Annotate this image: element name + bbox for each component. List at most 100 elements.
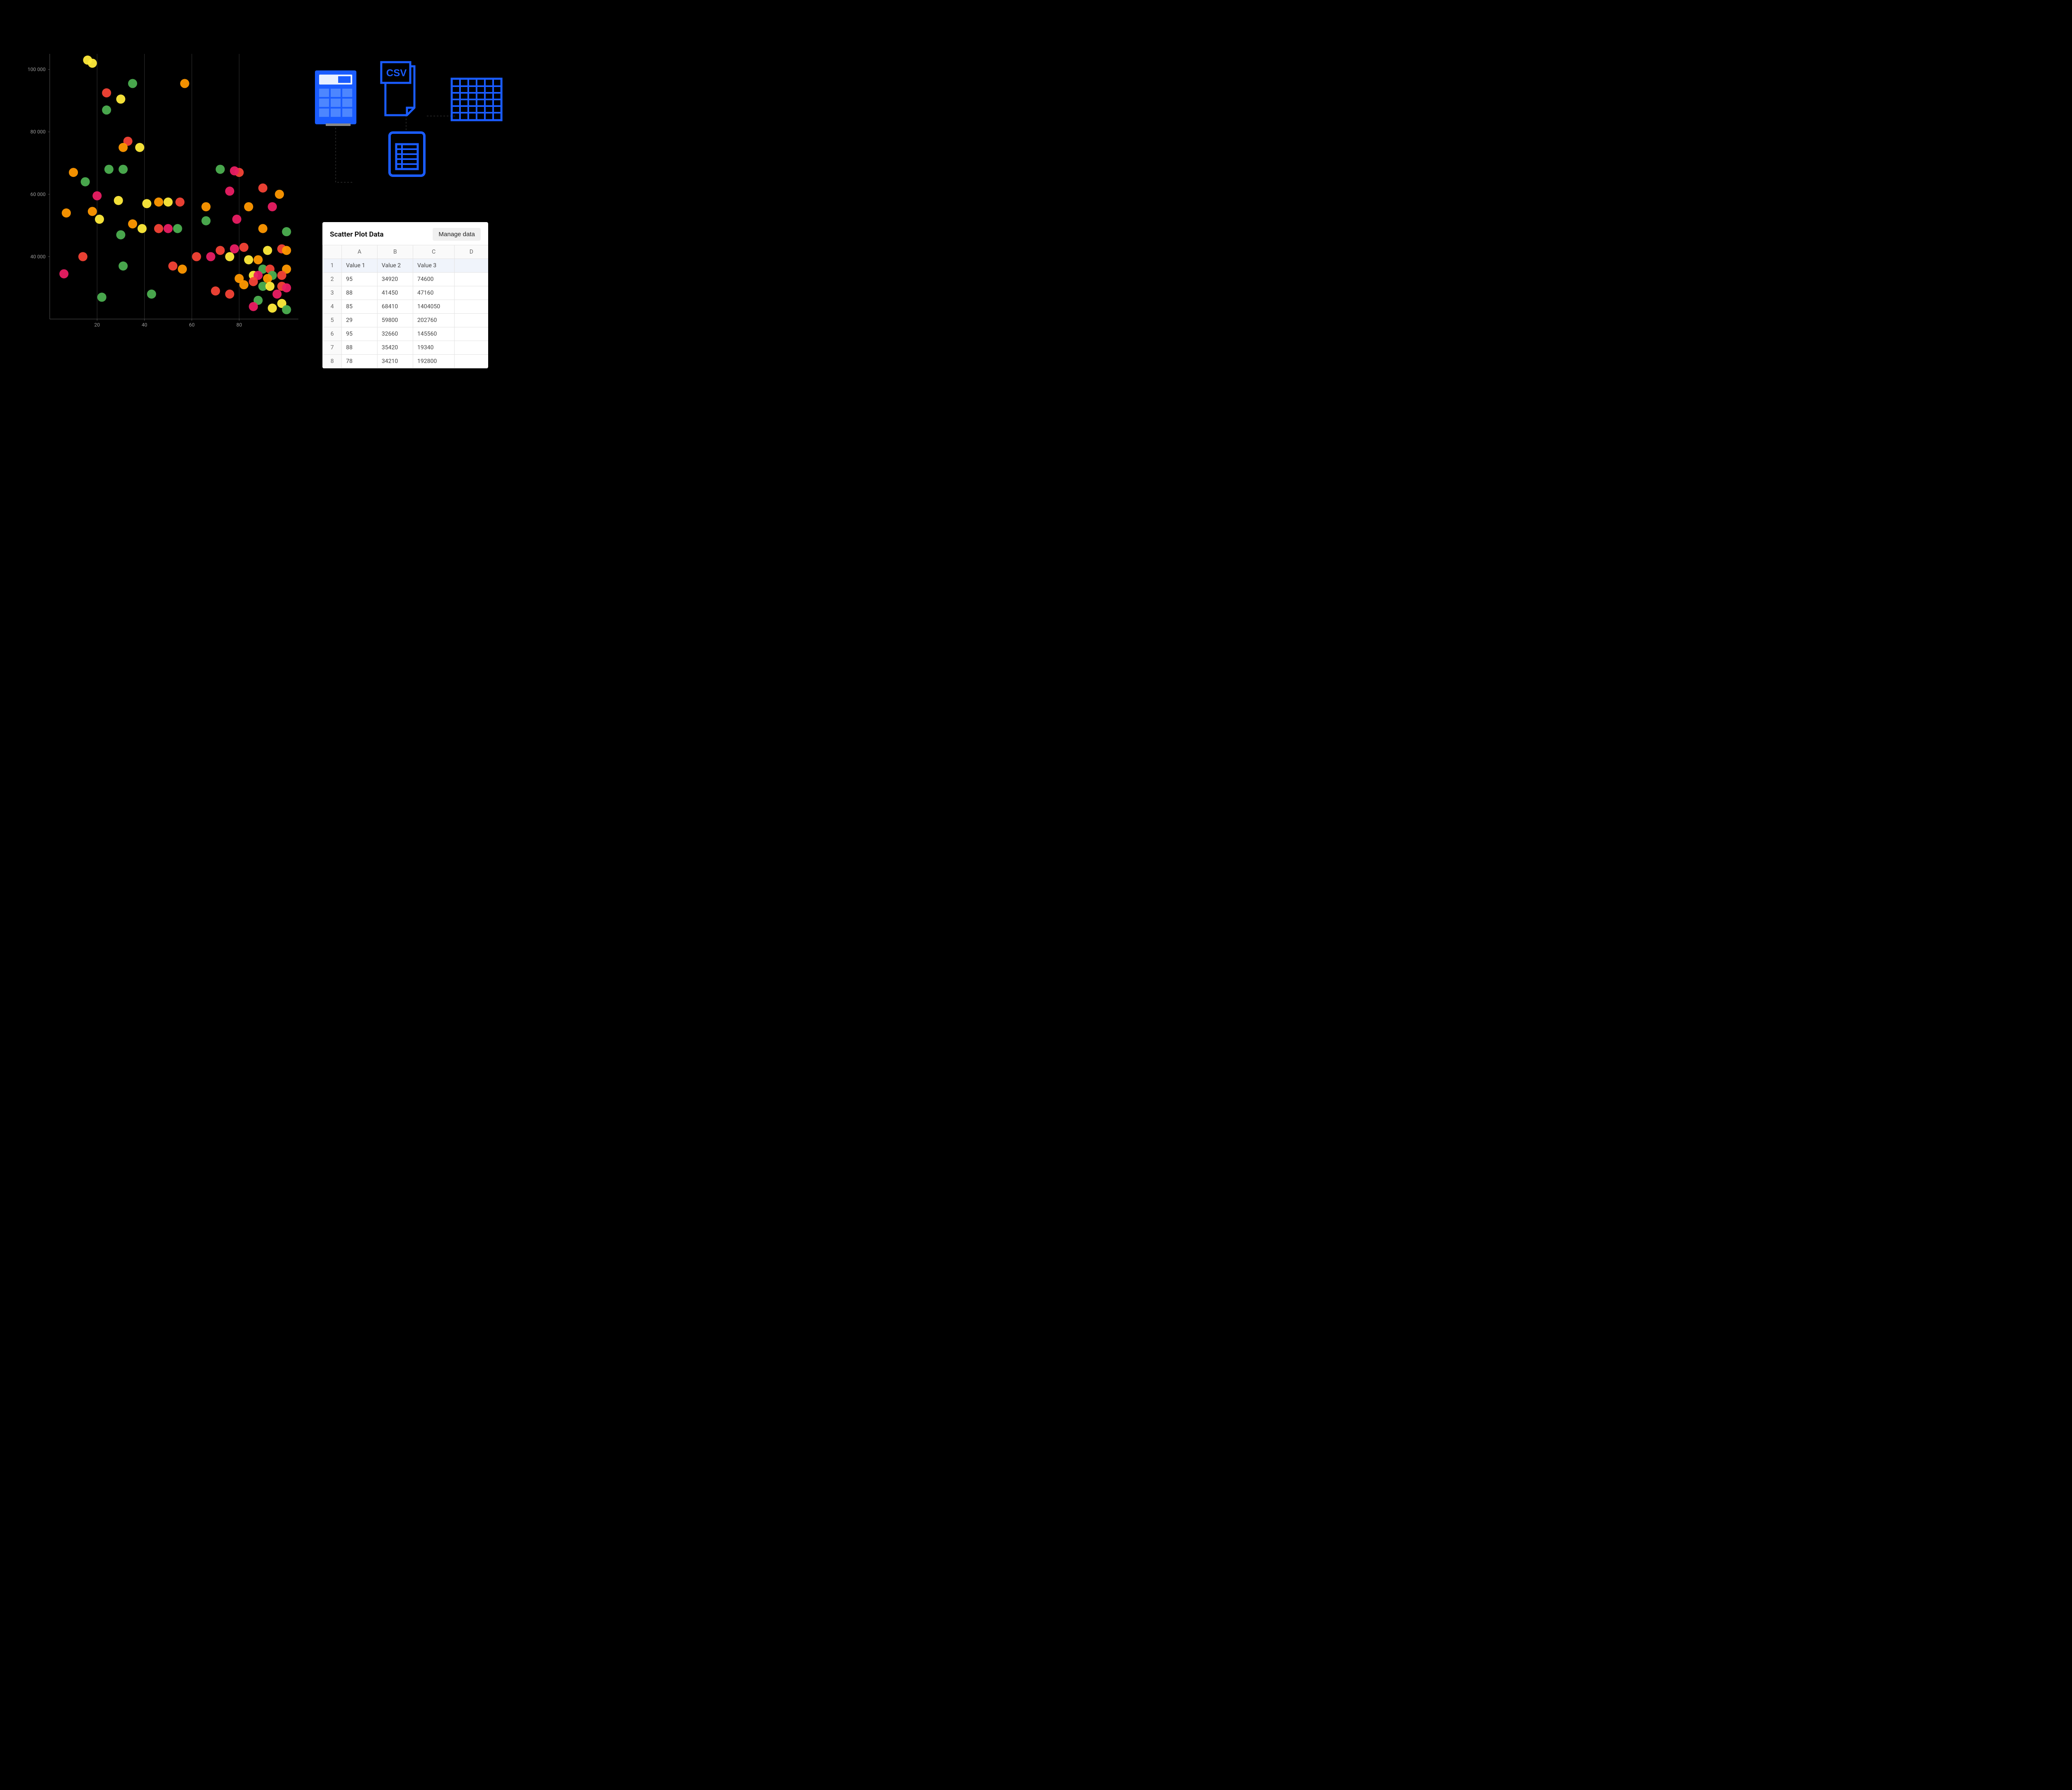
col-header[interactable]: C [413,245,455,259]
table-cell[interactable] [455,273,489,286]
table-cell[interactable]: 47160 [413,286,455,300]
table-cell[interactable] [455,259,489,273]
scatter-point [258,224,267,233]
icons-svg: CSV [307,58,506,191]
scatter-point [263,274,272,283]
panel-header: Scatter Plot Data Manage data [322,222,488,245]
scatter-point [102,106,111,115]
table-cell[interactable]: 88 [342,341,378,355]
table-row[interactable]: 2953492074600 [323,273,489,286]
table-cell[interactable]: 202760 [413,314,455,327]
scatter-point [62,208,71,218]
manage-data-button[interactable]: Manage data [433,228,481,241]
scatter-point [268,202,277,211]
row-number: 8 [323,355,342,368]
col-header[interactable]: D [455,245,489,259]
y-tick-label: 100 000 [28,67,46,73]
scatter-point [180,79,189,88]
table-cell[interactable]: Value 2 [378,259,413,273]
scatter-point [138,224,147,233]
table-row[interactable]: 485684101404050 [323,300,489,314]
scatter-point [240,243,249,252]
table-cell[interactable] [455,286,489,300]
scatter-point [102,88,111,97]
row-number: 2 [323,273,342,286]
col-header[interactable]: B [378,245,413,259]
row-number: 6 [323,327,342,341]
table-row[interactable]: 3884145047160 [323,286,489,300]
table-cell[interactable]: 145560 [413,327,455,341]
table-cell[interactable]: 192800 [413,355,455,368]
scatter-point [192,252,201,261]
table-cell[interactable]: 29 [342,314,378,327]
table-cell[interactable]: 59800 [378,314,413,327]
csv-file-icon: CSV [381,62,414,115]
table-cell[interactable]: 19340 [413,341,455,355]
table-document-icon [390,133,424,176]
scatter-chart: 40 00060 00080 000100 00020406080 [25,50,307,336]
stage: 40 00060 00080 000100 00020406080 [0,0,514,411]
scatter-point [254,255,263,264]
x-tick-label: 40 [142,322,148,328]
table-cell[interactable]: Value 3 [413,259,455,273]
scatter-point [273,290,282,299]
chart-svg: 40 00060 00080 000100 00020406080 [25,50,307,336]
table-cell[interactable]: 74600 [413,273,455,286]
table-cell[interactable]: Value 1 [342,259,378,273]
scatter-point [119,165,128,174]
table-cell[interactable]: 85 [342,300,378,314]
scatter-point [88,207,97,216]
csv-label: CSV [386,68,407,79]
scatter-point [244,202,253,211]
corner-cell [323,245,342,259]
scatter-point [249,302,258,311]
scatter-point [249,277,258,286]
table-row[interactable]: 1Value 1Value 2Value 3 [323,259,489,273]
table-row[interactable]: 69532660145560 [323,327,489,341]
table-cell[interactable]: 34920 [378,273,413,286]
panel-title: Scatter Plot Data [330,230,384,239]
row-number: 1 [323,259,342,273]
table-cell[interactable]: 41450 [378,286,413,300]
table-cell[interactable]: 95 [342,327,378,341]
table-cell[interactable]: 95 [342,273,378,286]
connector-line [336,124,352,182]
column-header-row: A B C D [323,245,489,259]
scatter-point [258,184,267,193]
scatter-point [282,283,291,293]
table-cell[interactable] [455,300,489,314]
scatter-point [142,199,151,208]
scatter-point [240,280,249,289]
y-tick-label: 40 000 [30,254,46,259]
table-cell[interactable]: 35420 [378,341,413,355]
scatter-point [147,290,156,299]
table-cell[interactable] [455,314,489,327]
table-cell[interactable]: 88 [342,286,378,300]
scatter-point [225,186,234,196]
scatter-point [175,198,184,207]
table-row[interactable]: 87834210192800 [323,355,489,368]
scatter-point [263,246,272,255]
table-cell[interactable]: 78 [342,355,378,368]
scatter-point [114,196,123,205]
table-row[interactable]: 52959800202760 [323,314,489,327]
scatter-point [97,293,107,302]
scatter-point [225,252,234,261]
table-cell[interactable] [455,327,489,341]
table-cell[interactable] [455,341,489,355]
scatter-point [168,261,177,271]
table-cell[interactable]: 68410 [378,300,413,314]
x-tick-label: 60 [189,322,195,328]
scatter-point [206,252,215,261]
table-row[interactable]: 7883542019340 [323,341,489,355]
table-cell[interactable]: 32660 [378,327,413,341]
col-header[interactable]: A [342,245,378,259]
scatter-point [230,244,239,254]
table-cell[interactable]: 1404050 [413,300,455,314]
icons-area: CSV [307,58,506,191]
row-number: 5 [323,314,342,327]
table-cell[interactable]: 34210 [378,355,413,368]
scatter-point [265,282,274,291]
table-cell[interactable] [455,355,489,368]
scatter-point [201,202,211,211]
